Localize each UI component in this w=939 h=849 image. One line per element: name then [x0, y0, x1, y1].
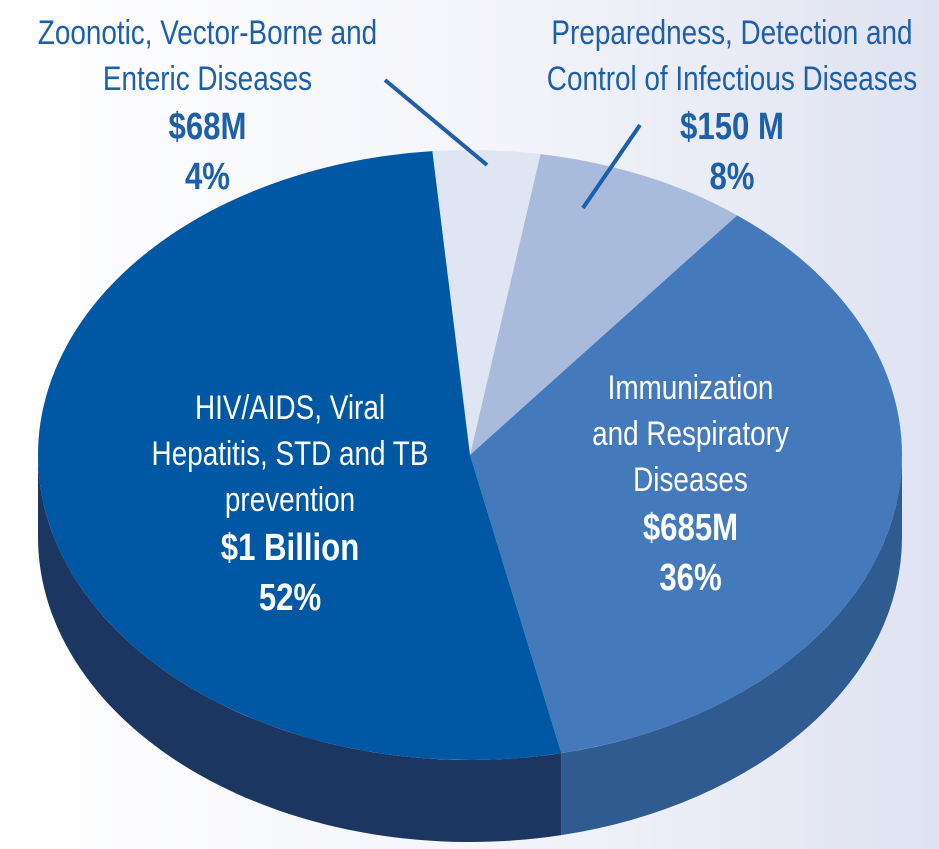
slice-label: Preparedness, Detection and Control of I…: [519, 10, 939, 202]
slice-side: [38, 455, 562, 843]
slice: [470, 215, 902, 754]
amount-label: $685M: [642, 507, 739, 549]
slice-side: [561, 455, 902, 836]
category-label: Zoonotic, Vector-Borne and Enteric Disea…: [37, 14, 378, 98]
slice: [470, 154, 738, 455]
value-label: 8%: [709, 156, 755, 198]
amount-label: $1 Billion: [220, 527, 360, 569]
category-label: HIV/AIDS, Viral Hepatitis, STD and TB pr…: [151, 389, 429, 519]
value-label: 52%: [258, 577, 322, 619]
amount-label: $150 M: [680, 106, 784, 148]
layer: [38, 455, 902, 843]
slice-label: HIV/AIDS, Viral Hepatitis, STD and TB pr…: [151, 385, 430, 623]
layer: [38, 150, 902, 760]
category-label: Immunization and Respiratory Diseases: [592, 369, 789, 499]
slice-label: Zoonotic, Vector-Borne and Enteric Disea…: [13, 10, 403, 202]
slice: [38, 151, 562, 760]
category-label: Preparedness, Detection and Control of I…: [546, 14, 918, 98]
amount-label: $68M: [168, 106, 247, 148]
slice: [432, 150, 541, 455]
leader-line: [383, 78, 489, 167]
slice-label: Immunization and Respiratory Diseases $68…: [586, 365, 795, 603]
value-label: 4%: [184, 156, 231, 198]
leader-line: [581, 123, 642, 210]
value-label: 36%: [659, 557, 722, 599]
